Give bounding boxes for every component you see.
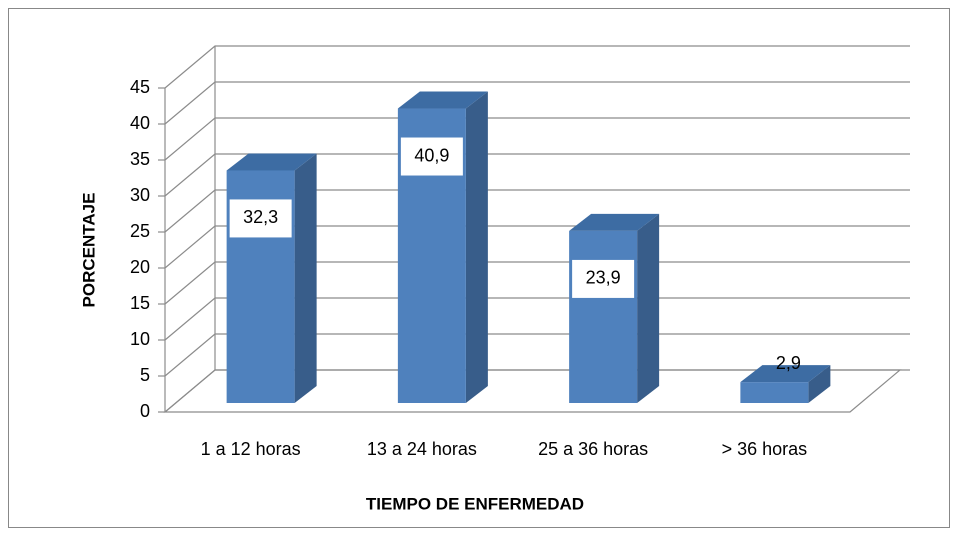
y-tick-label: 15 <box>130 293 150 313</box>
grid-line <box>164 45 910 89</box>
y-tick-label: 45 <box>130 77 150 97</box>
bar <box>740 382 809 403</box>
y-tick-label: 40 <box>130 113 150 133</box>
grid-line <box>164 333 910 377</box>
data-label: 32,3 <box>243 207 278 227</box>
grid-line <box>164 81 910 125</box>
data-label: 40,9 <box>414 145 449 165</box>
x-tick-label: > 36 horas <box>722 439 808 459</box>
grid-line <box>164 297 910 341</box>
bar-top <box>569 213 660 231</box>
grid-line <box>164 225 910 269</box>
bar-top <box>226 153 317 171</box>
grid-line <box>164 153 910 197</box>
bar-side <box>294 153 317 403</box>
grid-line <box>164 369 910 413</box>
grid-line <box>164 117 910 161</box>
x-tick-label: 1 a 12 horas <box>201 439 301 459</box>
y-tick-label: 0 <box>140 401 150 421</box>
x-tick-label: 13 a 24 horas <box>367 439 477 459</box>
bar-side <box>808 365 831 403</box>
data-label: 23,9 <box>586 268 621 288</box>
y-tick-label: 20 <box>130 257 150 277</box>
data-label-box <box>572 259 635 298</box>
y-tick-label: 5 <box>140 365 150 385</box>
x-tick-label: 25 a 36 horas <box>538 439 648 459</box>
bar <box>569 230 638 403</box>
y-tick-label: 30 <box>130 185 150 205</box>
x-axis-title: TIEMPO DE ENFERMEDAD <box>366 494 584 513</box>
data-label-box <box>229 199 292 238</box>
data-label-box <box>400 137 463 176</box>
bar-top <box>397 91 488 109</box>
data-label: 2,9 <box>776 353 801 373</box>
bar-top <box>740 365 831 383</box>
y-tick-label: 10 <box>130 329 150 349</box>
y-tick-label: 35 <box>130 149 150 169</box>
plot-area: 0 5 10 15 20 25 30 35 40 45 32,3 1 a 12 horas 40,9 13… <box>130 45 910 459</box>
grid-line <box>164 189 910 233</box>
y-tick-label: 25 <box>130 221 150 241</box>
y-axis-title: PORCENTAJE <box>79 193 98 308</box>
bar-side <box>637 213 660 403</box>
grid-line <box>164 261 910 305</box>
bar-side <box>465 91 488 404</box>
